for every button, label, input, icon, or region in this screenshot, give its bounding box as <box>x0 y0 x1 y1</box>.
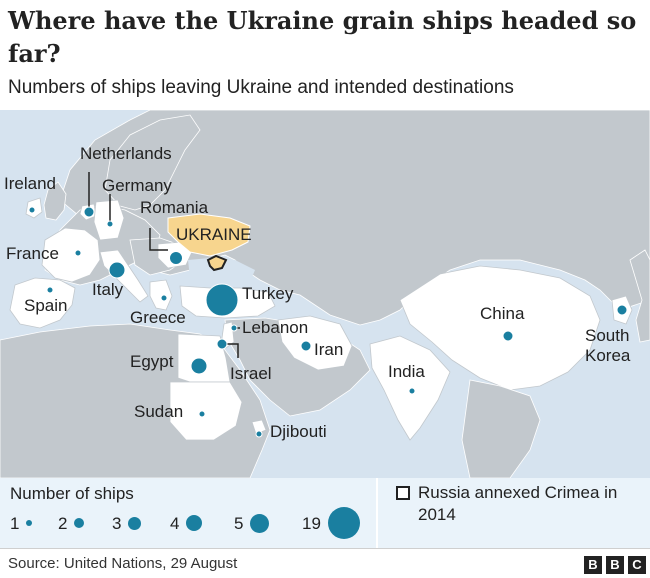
label-india: India <box>388 362 425 381</box>
label-israel: Israel <box>230 364 272 383</box>
bbc-logo-b1: B <box>584 556 602 574</box>
map: Ireland Netherlands Germany Romania UKRA… <box>0 110 650 478</box>
legend: Number of ships 1 2 3 4 5 19 Russia annexed C… <box>0 478 650 548</box>
land-iberia <box>9 277 76 329</box>
legend-size-dot <box>74 518 84 528</box>
land-india <box>369 335 451 441</box>
footer-divider <box>0 548 650 549</box>
leader-israel <box>224 343 239 358</box>
label-italy: Italy <box>92 280 124 299</box>
legend-size-label: 4 <box>170 514 180 533</box>
dot-france <box>74 249 82 257</box>
map-svg <box>0 110 650 478</box>
land-greece <box>149 279 173 311</box>
bbc-logo-c: C <box>628 556 646 574</box>
label-netherlands: Netherlands <box>80 144 172 163</box>
crimea-legend-text: Russia annexed Crimea in 2014 <box>418 483 618 524</box>
land-japan <box>629 249 650 343</box>
leader-romania <box>149 228 168 251</box>
bbc-logo-b2: B <box>606 556 624 574</box>
land-france <box>41 227 101 283</box>
crimea-legend-swatch <box>396 486 410 500</box>
dot-lebanon <box>230 324 238 332</box>
dot-israel <box>216 338 228 350</box>
dot-germany <box>106 220 114 228</box>
black-sea <box>188 258 255 288</box>
legend-size-dot <box>128 516 141 530</box>
chart-subtitle: Numbers of ships leaving Ukraine and int… <box>8 77 514 98</box>
land-germany <box>93 199 125 241</box>
dot-india <box>408 387 416 395</box>
label-france: France <box>6 244 59 263</box>
dot-djibouti <box>255 430 263 438</box>
dot-turkey <box>205 283 239 317</box>
legend-size-label: 3 <box>112 514 122 533</box>
legend-size-label: 5 <box>234 514 244 533</box>
legend-size-dot <box>26 520 32 526</box>
land-djibouti <box>251 419 267 435</box>
label-iran: Iran <box>314 340 344 359</box>
legend-divider <box>376 478 378 548</box>
land-southeast-asia <box>461 379 541 478</box>
dot-egypt <box>190 357 208 375</box>
label-ukraine: UKRAINE <box>176 225 252 244</box>
legend-size-label: 19 <box>302 514 321 533</box>
legend-title: Number of ships <box>10 484 134 503</box>
dot-iran <box>300 340 312 352</box>
dot-netherlands <box>83 206 95 218</box>
chart-title: Where have the Ukraine grain ships heade… <box>8 6 637 68</box>
dot-china <box>502 330 514 342</box>
label-sudan: Sudan <box>134 402 184 421</box>
dot-sudan <box>198 410 206 418</box>
label-ireland: Ireland <box>4 174 56 193</box>
label-turkey: Turkey <box>242 284 294 303</box>
dot-romania <box>169 251 183 265</box>
land-china <box>399 265 601 391</box>
land-iran <box>277 315 353 371</box>
destination-dots <box>28 206 628 438</box>
label-lebanon: Lebanon <box>242 318 309 337</box>
dot-ireland <box>28 206 36 214</box>
label-djibouti: Djibouti <box>270 422 327 441</box>
dot-italy <box>108 261 126 279</box>
land-scandinavia <box>104 114 201 211</box>
label-romania: Romania <box>140 198 209 217</box>
dot-south-korea <box>616 304 628 316</box>
label-egypt: Egypt <box>130 352 174 371</box>
source-text: Source: United Nations, 29 August <box>8 555 238 572</box>
label-spain: Spain <box>24 296 68 315</box>
label-germany: Germany <box>102 176 172 195</box>
land-britain <box>43 181 67 221</box>
label-china: China <box>480 304 525 323</box>
crimea-outline <box>206 254 228 272</box>
dot-greece <box>160 294 168 302</box>
legend-size-label: 2 <box>58 514 68 533</box>
label-south-korea: South Korea <box>585 326 631 365</box>
land-ukraine <box>167 213 251 257</box>
legend-size-dot <box>250 513 269 533</box>
label-greece: Greece <box>130 308 186 327</box>
legend-size-dot <box>186 515 202 531</box>
land-sudan <box>169 381 243 441</box>
legend-size-label: 1 <box>10 514 20 533</box>
legend-size-dot <box>328 507 360 539</box>
dot-spain <box>46 286 54 294</box>
